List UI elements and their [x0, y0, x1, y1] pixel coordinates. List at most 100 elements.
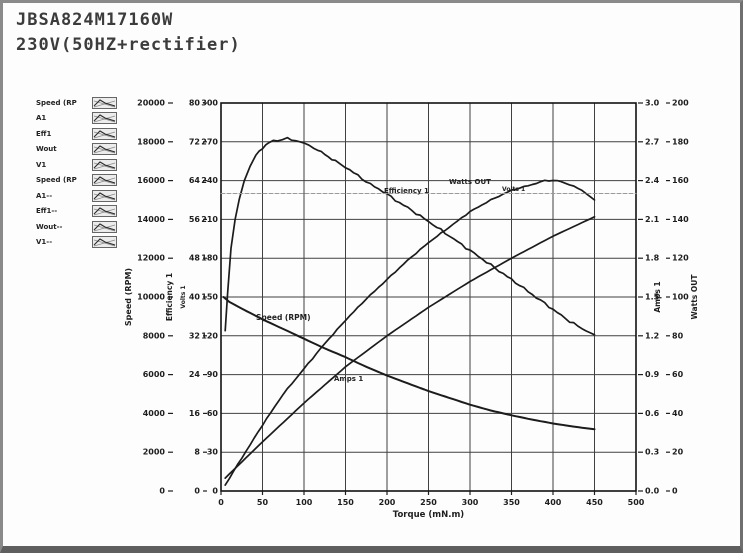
title-block: JBSA824M17160W 230V(50HZ+rectifier) [16, 8, 241, 57]
amps-tick-label: 0.3 [645, 448, 659, 457]
amps-tick-label: 1.8 [645, 254, 660, 263]
volts-tick-label: 90 [207, 370, 219, 379]
legend-curve-thumbnail-icon [92, 189, 117, 202]
curve-annotation: Efficiency 1 [384, 187, 429, 195]
torque-tick-label: 350 [503, 498, 520, 507]
watts-tick-label: 80 [672, 331, 684, 340]
curve-annotation: Amps 1 [334, 375, 363, 383]
eff-axis-title: Efficiency 1 [165, 273, 174, 321]
legend-item: Wout-- [36, 219, 136, 235]
amps-tick-label: 0.9 [645, 370, 660, 379]
watts-tick-label: 180 [672, 137, 689, 146]
chart-legend: Speed (RP A1 Eff1 Wout V1 Speed (RP A1-- Eff1--… [36, 95, 136, 250]
torque-tick-label: 250 [420, 498, 437, 507]
test-condition: 230V(50HZ+rectifier) [16, 34, 241, 55]
torque-tick-label: 50 [257, 498, 269, 507]
amps-tick-label: 0.0 [645, 487, 660, 496]
speed-tick-label: 6000 [143, 370, 166, 379]
speed-tick-label: 12000 [137, 254, 165, 263]
legend-curve-thumbnail-icon [92, 158, 117, 171]
legend-item: V1 [36, 157, 136, 173]
volts-tick-label: 240 [201, 176, 218, 185]
volts-tick-label: 120 [201, 331, 218, 340]
speed-tick-label: 10000 [137, 293, 165, 302]
torque-tick-label: 400 [545, 498, 562, 507]
torque-tick-label: 450 [586, 498, 603, 507]
amps-tick-label: 0.6 [645, 409, 660, 418]
eff-tick-label: 0 [194, 487, 200, 496]
legend-item: Wout [36, 142, 136, 158]
legend-item-label: Speed (RP [36, 176, 77, 185]
amps-tick-label: 1.2 [645, 331, 659, 340]
legend-item: V1-- [36, 235, 136, 251]
legend-curve-thumbnail-icon [92, 205, 117, 218]
volts-tick-label: 0 [212, 487, 218, 496]
eff-tick-label: 64 [189, 176, 201, 185]
watts-tick-label: 0 [672, 487, 678, 496]
legend-curve-thumbnail-icon [92, 127, 117, 140]
eff-tick-label: 48 [189, 254, 201, 263]
speed-tick-label: 20000 [137, 99, 165, 108]
eff-tick-label: 16 [189, 409, 201, 418]
volts-tick-label: 150 [201, 293, 218, 302]
legend-item-label: V1-- [36, 238, 53, 247]
speed-tick-label: 16000 [137, 176, 165, 185]
watts-tick-label: 160 [672, 176, 689, 185]
speed-tick-label: 18000 [137, 137, 165, 146]
performance-chart: 0200040006000800010000120001400016000180… [124, 99, 699, 521]
legend-curve-thumbnail-icon [92, 174, 117, 187]
amps-tick-label: 2.4 [645, 176, 660, 185]
eff-tick-label: 56 [189, 215, 201, 224]
volts-tick-label: 300 [201, 99, 218, 108]
series-efficiency-1 [224, 136, 596, 336]
watts-tick-label: 120 [672, 254, 689, 263]
torque-tick-label: 0 [218, 498, 224, 507]
speed-tick-label: 2000 [143, 448, 166, 457]
volts-tick-label: 60 [207, 409, 219, 418]
eff-tick-label: 80 [189, 99, 201, 108]
legend-item-label: A1-- [36, 191, 53, 200]
watts-tick-label: 60 [672, 370, 684, 379]
volts-axis-title: Volts 1 [180, 285, 187, 308]
curve-annotation: Volts 1 [502, 186, 525, 193]
eff-tick-label: 72 [189, 137, 200, 146]
legend-curve-thumbnail-icon [92, 112, 117, 125]
legend-item: Speed (RP [36, 173, 136, 189]
legend-curve-thumbnail-icon [92, 236, 117, 249]
eff-tick-label: 32 [189, 331, 200, 340]
legend-item: A1 [36, 111, 136, 127]
legend-item-label: Speed (RP [36, 98, 77, 107]
legend-item-label: Eff1 [36, 129, 52, 138]
legend-item: Speed (RP [36, 95, 136, 111]
torque-tick-label: 500 [628, 498, 645, 507]
torque-tick-label: 150 [337, 498, 354, 507]
watts-tick-label: 100 [672, 293, 689, 302]
eff-tick-label: 24 [189, 370, 201, 379]
volts-tick-label: 180 [201, 254, 218, 263]
torque-tick-label: 200 [379, 498, 396, 507]
legend-item: Eff1 [36, 126, 136, 142]
series-watts-out [224, 179, 596, 486]
legend-item-label: Wout [36, 145, 57, 154]
model-title: JBSA824M17160W [16, 10, 174, 30]
speed-tick-label: 0 [159, 487, 165, 496]
watts-axis-title: Watts OUT [690, 274, 699, 320]
speed-tick-label: 8000 [143, 331, 166, 340]
watts-tick-label: 20 [672, 448, 684, 457]
legend-curve-thumbnail-icon [92, 220, 117, 233]
speed-tick-label: 14000 [137, 215, 165, 224]
eff-tick-label: 8 [194, 448, 200, 457]
curve-annotation: Watts OUT [449, 178, 491, 186]
series-amps-1 [224, 215, 596, 479]
watts-tick-label: 40 [672, 409, 684, 418]
legend-item-label: A1 [36, 114, 47, 123]
legend-item: A1-- [36, 188, 136, 204]
speed-tick-label: 4000 [143, 409, 166, 418]
volts-tick-label: 270 [201, 137, 218, 146]
watts-tick-label: 200 [672, 99, 689, 108]
legend-item-label: Wout-- [36, 222, 63, 231]
speed-axis-title: Speed (RPM) [124, 268, 133, 326]
torque-tick-label: 300 [462, 498, 479, 507]
legend-item-label: V1 [36, 160, 47, 169]
